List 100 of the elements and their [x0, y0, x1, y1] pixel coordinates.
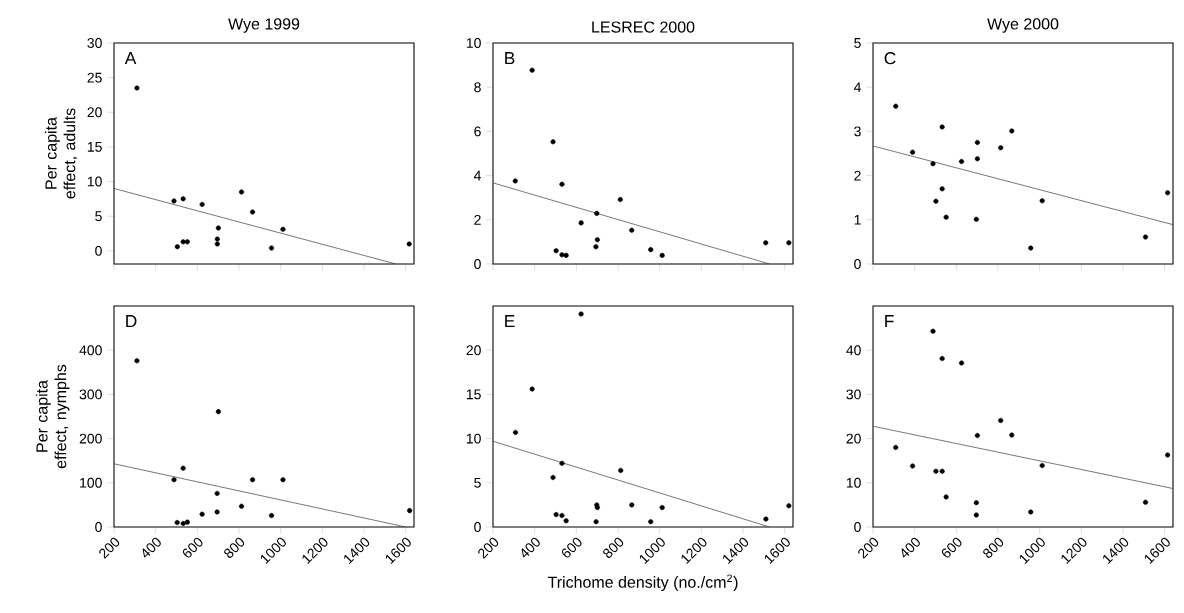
point — [553, 248, 559, 254]
point — [215, 409, 221, 415]
point — [199, 201, 205, 207]
point — [974, 139, 980, 145]
point — [933, 198, 939, 204]
point — [1165, 190, 1171, 196]
point — [998, 417, 1004, 424]
point — [648, 519, 654, 525]
point — [406, 241, 412, 247]
point — [930, 161, 936, 167]
y-tick-label: 20 — [846, 433, 861, 444]
point — [280, 226, 286, 232]
y-tick-label: 30 — [846, 389, 861, 400]
point — [939, 468, 945, 474]
point — [974, 156, 980, 162]
y-tick-label: 5 — [474, 477, 481, 488]
point — [618, 467, 624, 473]
y-tick-label: 0 — [95, 245, 102, 256]
point — [180, 196, 186, 202]
point — [559, 252, 565, 258]
point — [786, 503, 792, 509]
y-tick-label: 10 — [87, 176, 102, 187]
y-tick-label: 20 — [87, 107, 102, 118]
y-tick-label: 0 — [474, 522, 481, 532]
y-tick-label: 100 — [80, 477, 102, 488]
point — [594, 210, 600, 216]
point — [180, 465, 186, 471]
point — [998, 145, 1004, 151]
y-tick-label: 10 — [466, 38, 481, 48]
point — [553, 512, 559, 518]
point — [1009, 128, 1015, 134]
y-tick-label: 0 — [854, 522, 861, 532]
point — [1142, 234, 1149, 240]
y-tick-label: 200 — [79, 433, 102, 444]
y-axis-title: Per capita effect, nymphs — [35, 364, 70, 469]
y-tick-label: 10 — [466, 433, 481, 444]
point — [973, 500, 979, 506]
chart-title: LESREC 2000 — [592, 21, 695, 33]
point — [959, 360, 965, 366]
y-tick-label: 5 — [854, 38, 861, 48]
y-axis-title: Per capita effect, adults — [44, 108, 78, 199]
y-tick-label: 25 — [87, 72, 102, 83]
annotation: A — [124, 52, 137, 65]
point — [933, 468, 939, 474]
x-tick-label: 600 — [182, 537, 203, 558]
point — [893, 103, 899, 109]
point — [214, 509, 220, 515]
point — [250, 477, 256, 483]
point — [910, 149, 916, 155]
y-tick-label: 40 — [846, 345, 861, 356]
point — [786, 240, 792, 246]
point — [171, 477, 177, 483]
point — [280, 477, 286, 483]
point — [1028, 509, 1034, 515]
point — [214, 236, 220, 242]
point — [180, 520, 186, 526]
y-tick-label: 400 — [79, 345, 102, 356]
point — [214, 241, 220, 247]
point — [199, 511, 205, 517]
point — [550, 474, 556, 481]
y-tick-label: 10 — [846, 477, 861, 488]
point — [959, 158, 965, 164]
point — [563, 518, 569, 524]
point — [939, 186, 945, 192]
point — [578, 311, 584, 317]
x-tick-label: 400 — [901, 537, 920, 558]
point — [174, 244, 180, 250]
y-tick-label: 0 — [854, 259, 861, 269]
point — [171, 198, 177, 204]
point — [943, 214, 949, 220]
x-tick-label: 800 — [224, 537, 245, 558]
y-tick-label: 20 — [466, 345, 481, 356]
point — [910, 463, 916, 469]
point — [1165, 452, 1171, 458]
annotation: D — [126, 315, 137, 328]
y-tick-label: 15 — [466, 389, 481, 400]
point — [973, 216, 979, 222]
y-tick-label: 0 — [95, 522, 102, 532]
point — [939, 356, 945, 362]
annotation: F — [885, 315, 894, 328]
point — [268, 512, 275, 519]
x-axis-title: Trichome density (no./cm$^{2}$) — [547, 574, 738, 592]
annotation: C — [884, 52, 896, 65]
point — [594, 237, 600, 243]
annotation: E — [505, 315, 515, 328]
point — [1039, 463, 1045, 469]
point — [238, 503, 245, 509]
point — [268, 245, 275, 251]
x-tick-label: 400 — [521, 537, 540, 558]
point — [659, 252, 665, 258]
point — [529, 386, 535, 392]
point — [617, 196, 623, 202]
y-tick-label: 300 — [79, 389, 102, 400]
point — [943, 494, 949, 500]
point — [593, 244, 599, 250]
point — [939, 124, 945, 130]
point — [973, 512, 979, 518]
point — [629, 227, 635, 233]
point — [893, 444, 899, 450]
point — [559, 181, 565, 187]
